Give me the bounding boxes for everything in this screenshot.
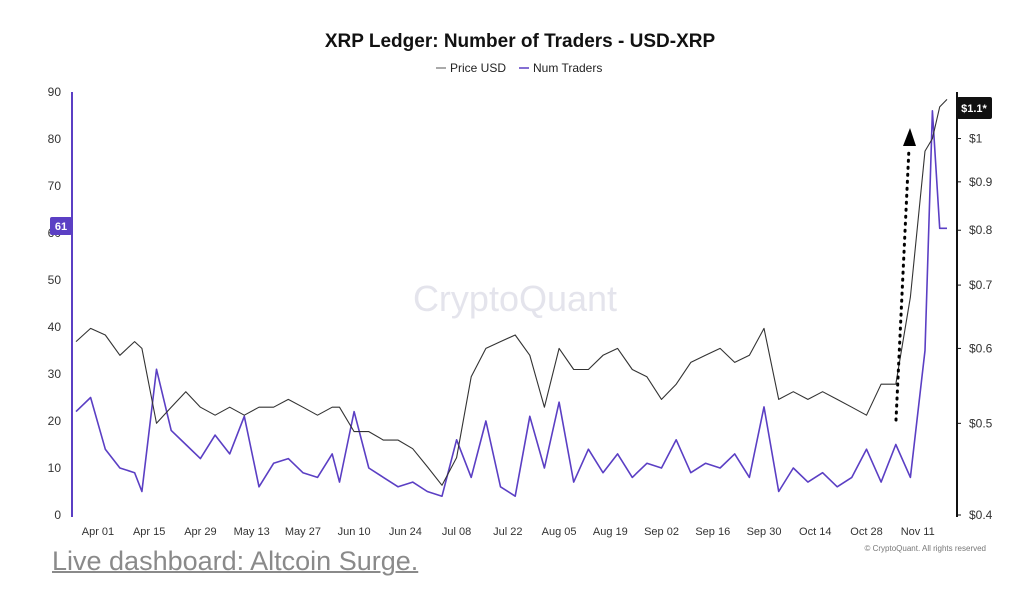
live-dashboard-link[interactable]: Live dashboard: Altcoin Surge. <box>52 546 419 576</box>
legend-label-traders: Num Traders <box>533 61 602 75</box>
num-traders-line <box>75 110 947 498</box>
right-tick-label: $0.9 <box>969 175 993 189</box>
x-tick-label: Nov 11 <box>901 526 935 538</box>
right-axis-ticks: $0.4 $0.5 $0.6 $0.7 $0.8 $0.9 $1 <box>957 132 993 522</box>
left-tick-label: 70 <box>48 179 62 193</box>
left-tick-label: 90 <box>48 85 62 99</box>
x-tick-label: Sep 16 <box>695 526 730 538</box>
series-num-traders <box>75 110 947 498</box>
left-badge-value: 61 <box>55 221 67 233</box>
right-tick-label: $1 <box>969 132 983 146</box>
left-axis-ticks: 0102030405060708090 <box>48 85 62 522</box>
x-tick-label: Aug 19 <box>593 526 628 538</box>
left-tick-label: 50 <box>48 273 62 287</box>
watermark: CryptoQuant <box>413 278 617 319</box>
left-tick-label: 20 <box>48 414 62 428</box>
left-tick-label: 80 <box>48 132 62 146</box>
series-price-usd <box>75 99 948 486</box>
right-badge-bg <box>957 97 992 119</box>
left-badge-bg <box>50 217 72 235</box>
x-tick-label: Sep 30 <box>747 526 782 538</box>
trend-arrow <box>894 128 916 422</box>
right-current-badge: $1.1* <box>957 97 992 119</box>
trend-arrow-head <box>903 128 916 146</box>
right-tick-label: $0.5 <box>969 416 993 430</box>
right-tick-label: $0.4 <box>969 508 993 522</box>
x-tick-label: May 13 <box>234 526 270 538</box>
x-tick-label: Jun 10 <box>338 526 371 538</box>
x-tick-label: Apr 01 <box>82 526 114 538</box>
right-tick-label: $0.8 <box>969 223 993 237</box>
left-tick-label: 40 <box>48 320 62 334</box>
x-tick-label: Jul 08 <box>442 526 471 538</box>
right-tick-label: $0.6 <box>969 341 993 355</box>
price-usd-line <box>75 99 948 486</box>
left-tick-label: 0 <box>54 508 61 522</box>
x-tick-label: Aug 05 <box>542 526 577 538</box>
legend-label-price: Price USD <box>450 61 506 75</box>
chart-title: XRP Ledger: Number of Traders - USD-XRP <box>325 31 716 52</box>
left-tick-label: 30 <box>48 367 62 381</box>
legend: Price USD Num Traders <box>436 61 602 75</box>
x-tick-label: Jul 22 <box>493 526 522 538</box>
x-tick-label: Apr 29 <box>184 526 216 538</box>
x-tick-label: Jun 24 <box>389 526 422 538</box>
copyright-credit: © CryptoQuant. All rights reserved <box>865 544 987 553</box>
series-layer <box>75 99 948 498</box>
x-tick-label: Apr 15 <box>133 526 165 538</box>
x-tick-label: May 27 <box>285 526 321 538</box>
x-tick-label: Oct 14 <box>799 526 831 538</box>
right-badge-value: $1.1* <box>961 103 987 115</box>
x-tick-label: Oct 28 <box>850 526 882 538</box>
left-tick-label: 10 <box>48 461 62 475</box>
left-current-badge: 61 <box>50 217 72 235</box>
right-tick-label: $0.7 <box>969 278 993 292</box>
x-axis-ticks: Apr 01 Apr 15 Apr 29 May 13 May 27 Jun 10 Jun … <box>82 526 935 538</box>
trend-arrow-line <box>894 146 911 422</box>
x-tick-label: Sep 02 <box>644 526 679 538</box>
